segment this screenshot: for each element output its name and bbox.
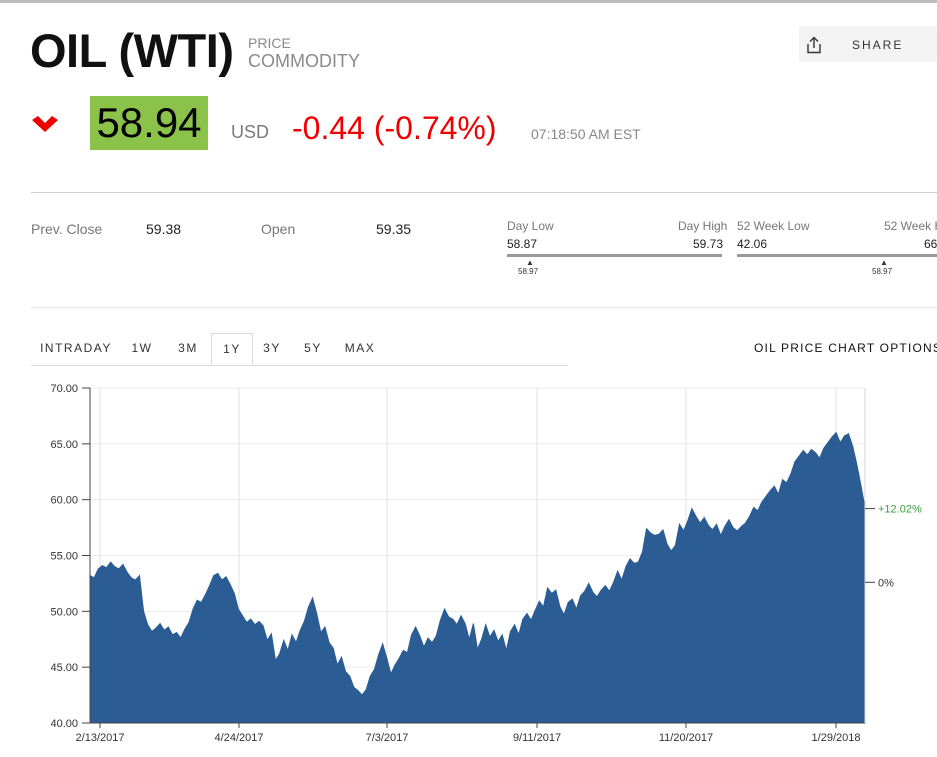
open-label: Open [261,221,296,237]
prev-close-value: 59.38 [146,221,182,237]
annotation-label: +12.02% [878,504,922,516]
y-tick-label: 55.00 [50,551,78,563]
week52-high-value: 66 [924,237,937,251]
day-high-label: Day High [678,219,728,233]
tab-3m[interactable]: 3M [178,341,198,355]
price-area-series [89,431,866,724]
day-range-marker-icon: ▲ [526,258,534,267]
asset-type: PRICE COMMODITY [248,35,360,72]
day-low-label: Day Low [507,219,554,233]
chart-options-button[interactable]: OIL PRICE CHART OPTIONS ▾ [754,341,937,355]
day-range-current: 58.97 [518,267,539,276]
open-value: 59.35 [376,221,412,237]
y-tick-label: 50.00 [50,606,78,618]
chart-range-tabs: INTRADAY 1W 3M 1Y 3Y 5Y MAX [31,333,568,366]
top-border [0,0,937,3]
day-high-value: 59.73 [693,237,724,251]
week52-range-current: 58.97 [872,267,893,276]
tab-3y[interactable]: 3Y [263,341,281,355]
x-tick-label: 9/11/2017 [513,732,561,744]
day-low-value: 58.87 [507,237,538,251]
price-change: -0.44 (-0.74%) [292,110,497,146]
y-tick-label: 65.00 [50,439,78,451]
week52-high-label: 52 Week H [884,219,937,233]
y-tick-label: 60.00 [50,495,78,507]
tab-1w[interactable]: 1W [131,341,153,355]
page-title: OIL (WTI) [30,24,234,77]
divider [31,307,937,308]
week52-range-bar [737,254,937,257]
x-tick-label: 2/13/2017 [76,732,125,744]
subtitle-commodity-label: COMMODITY [248,51,360,71]
tab-1y[interactable]: 1Y [211,333,253,365]
y-tick-label: 40.00 [50,718,78,730]
divider [31,192,937,193]
day-range-bar [507,254,722,257]
x-tick-label: 4/24/2017 [215,732,264,744]
tab-max[interactable]: MAX [344,341,376,355]
price-down-icon [32,116,58,132]
quote-timestamp: 07:18:50 AM EST [531,126,641,142]
share-label: SHARE [852,38,904,52]
subtitle-price-label: PRICE [248,35,291,51]
chart-options-label: OIL PRICE CHART OPTIONS [754,341,937,355]
annotation-label: 0% [878,577,894,589]
week52-low-label: 52 Week Low [737,219,810,233]
tab-5y[interactable]: 5Y [304,341,322,355]
x-tick-label: 1/29/2018 [812,732,861,744]
week52-low-value: 42.06 [737,237,768,251]
y-tick-label: 45.00 [50,662,78,674]
y-tick-label: 70.00 [50,383,78,395]
week52-range-marker-icon: ▲ [880,258,888,267]
current-price: 58.94 [90,96,208,150]
share-button[interactable]: SHARE [799,26,937,62]
tab-intraday[interactable]: INTRADAY [40,341,112,355]
x-tick-label: 7/3/2017 [366,732,409,744]
currency-label: USD [231,122,270,142]
price-chart: 40.00 45.00 50.00 55.00 60.00 65.00 70.00 2/13/… [50,383,922,744]
x-tick-label: 11/20/2017 [659,732,713,744]
share-icon [807,36,821,54]
prev-close-label: Prev. Close [31,221,103,237]
